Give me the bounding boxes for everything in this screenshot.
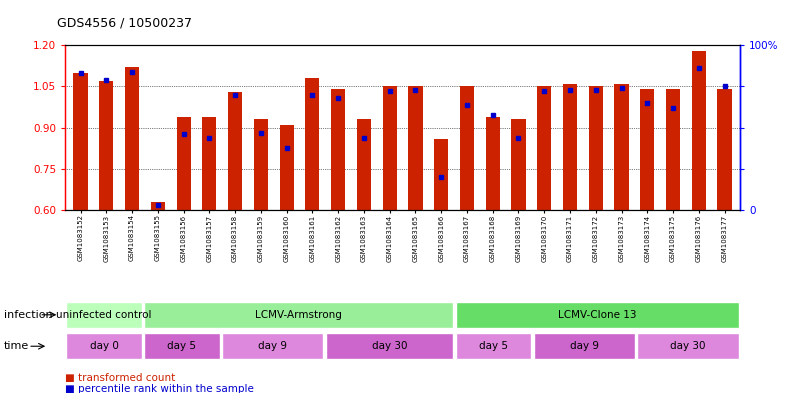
Bar xyxy=(125,67,139,210)
Bar xyxy=(67,302,141,327)
Bar xyxy=(563,84,577,210)
Text: LCMV-Armstrong: LCMV-Armstrong xyxy=(256,310,342,320)
Bar xyxy=(588,86,603,210)
Bar xyxy=(145,302,453,327)
Bar xyxy=(67,334,141,359)
Text: infection: infection xyxy=(4,310,52,320)
Bar xyxy=(145,334,220,359)
Text: ■ transformed count: ■ transformed count xyxy=(65,373,175,383)
Text: GDS4556 / 10500237: GDS4556 / 10500237 xyxy=(57,17,192,29)
Bar xyxy=(151,202,165,210)
Bar xyxy=(326,334,453,359)
Bar xyxy=(222,334,323,359)
Bar xyxy=(638,334,738,359)
Text: ■ percentile rank within the sample: ■ percentile rank within the sample xyxy=(65,384,254,393)
Text: day 5: day 5 xyxy=(168,341,196,351)
Bar xyxy=(718,89,731,210)
Bar xyxy=(176,117,191,210)
Bar xyxy=(640,89,654,210)
Bar xyxy=(534,334,635,359)
Bar xyxy=(692,51,706,210)
Bar xyxy=(306,78,319,210)
Bar xyxy=(666,89,680,210)
Text: LCMV-Clone 13: LCMV-Clone 13 xyxy=(558,310,637,320)
Bar xyxy=(254,119,268,210)
Bar xyxy=(460,86,474,210)
Bar xyxy=(538,86,551,210)
Bar xyxy=(511,119,526,210)
Bar xyxy=(615,84,629,210)
Bar xyxy=(228,92,242,210)
Bar xyxy=(383,86,397,210)
Text: day 30: day 30 xyxy=(372,341,407,351)
Text: day 0: day 0 xyxy=(90,341,118,351)
Bar xyxy=(357,119,371,210)
Bar xyxy=(408,86,422,210)
Bar xyxy=(331,89,345,210)
Bar xyxy=(456,334,531,359)
Bar xyxy=(202,117,217,210)
Text: day 9: day 9 xyxy=(258,341,287,351)
Text: time: time xyxy=(4,341,29,351)
Bar xyxy=(99,81,114,210)
Bar xyxy=(456,302,738,327)
Bar xyxy=(74,73,87,210)
Text: uninfected control: uninfected control xyxy=(56,310,152,320)
Text: day 30: day 30 xyxy=(670,341,706,351)
Text: day 9: day 9 xyxy=(570,341,599,351)
Bar xyxy=(279,125,294,210)
Text: day 5: day 5 xyxy=(479,341,508,351)
Bar xyxy=(434,139,449,210)
Bar xyxy=(486,117,499,210)
